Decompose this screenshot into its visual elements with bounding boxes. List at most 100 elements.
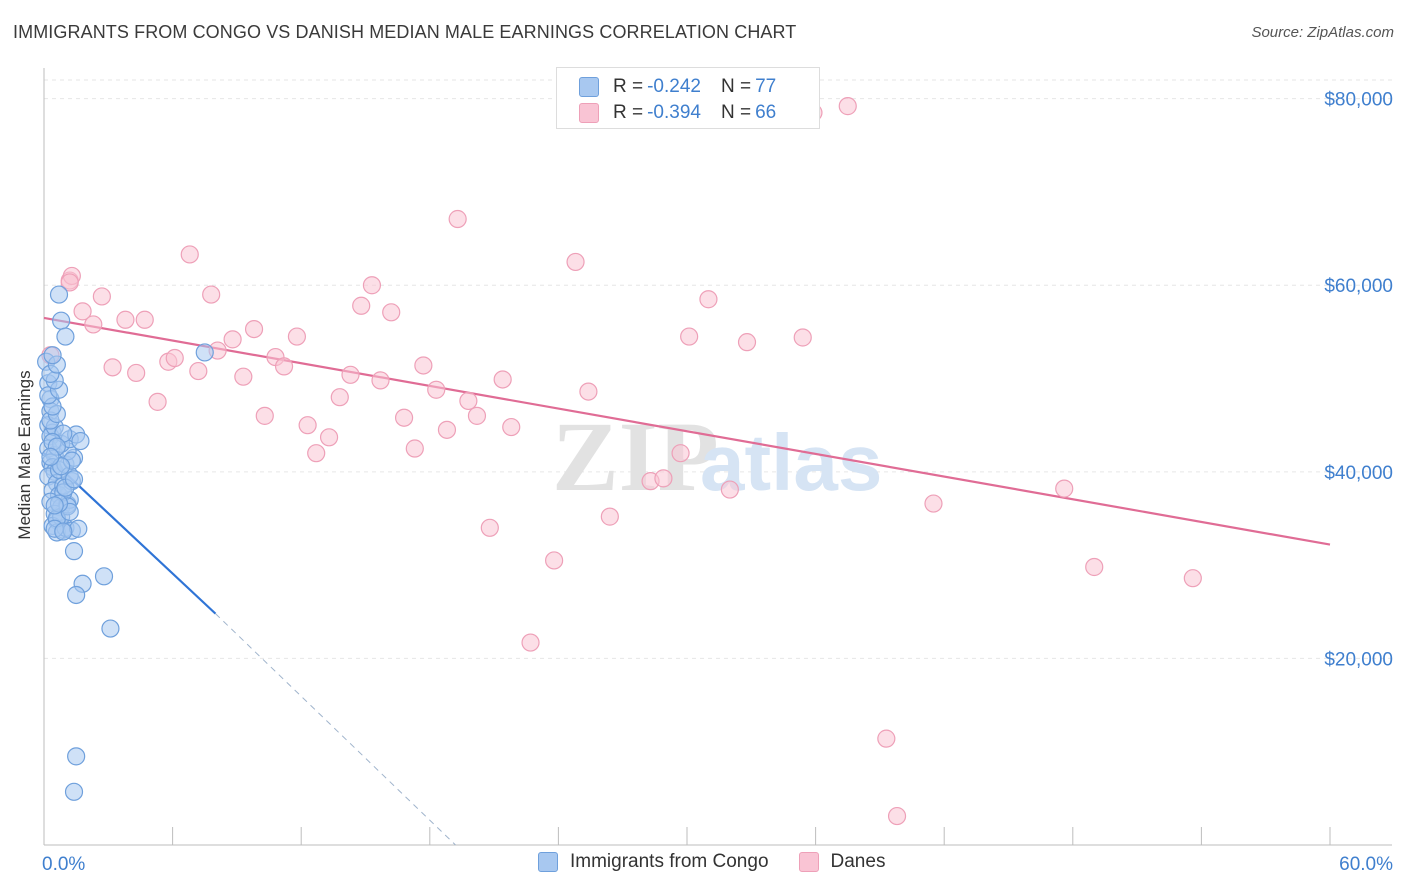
danes-point <box>127 363 146 383</box>
danes-point <box>680 327 699 346</box>
danes-trend-line <box>43 316 1331 546</box>
legend-row-danes: R = -0.394 N = 66 <box>579 101 776 125</box>
congo-point <box>67 747 86 766</box>
danes-point <box>600 507 619 526</box>
danes-point <box>1085 557 1104 577</box>
danes-point <box>437 420 457 439</box>
danes-point <box>165 348 184 368</box>
danes-point <box>362 276 382 295</box>
series-swatch-danes <box>798 852 819 872</box>
legend-swatch-danes <box>579 103 599 123</box>
trend-lines <box>43 316 1331 846</box>
congo-point <box>195 343 214 362</box>
danes-point <box>92 287 111 306</box>
danes-point <box>566 252 585 272</box>
axis-labels: Median Male Earnings $20,000 $40,000 $60,0… <box>15 90 1393 875</box>
watermark-zip: ZIP <box>552 401 719 512</box>
congo-point <box>64 542 84 561</box>
danes-point <box>924 494 943 513</box>
danes-point <box>793 328 812 347</box>
danes-point <box>352 296 371 315</box>
y-tick-label: $20,000 <box>1324 649 1393 670</box>
danes-point <box>244 319 264 339</box>
danes-point <box>877 729 896 748</box>
congo-point <box>56 327 75 346</box>
legend-n-value: 66 <box>755 102 777 123</box>
danes-point <box>274 357 294 376</box>
series-swatch-congo <box>538 852 558 872</box>
danes-point <box>319 428 339 447</box>
y-axis-label: Median Male Earnings <box>15 370 34 539</box>
legend-r-value: -0.394 <box>647 102 701 123</box>
y-tick-label: $40,000 <box>1324 463 1393 484</box>
danes-point <box>234 367 253 386</box>
congo-point <box>69 519 88 538</box>
legend-swatch-congo <box>579 77 599 97</box>
danes-point <box>427 380 446 399</box>
correlation-legend: R = -0.242 N = 77 R = -0.394 N = 66 <box>556 67 820 129</box>
danes-point <box>699 290 718 309</box>
congo-point <box>52 311 71 330</box>
danes-point <box>467 406 487 425</box>
danes-point <box>116 310 135 329</box>
congo-point <box>64 782 84 801</box>
x-tick-label-start: 0.0% <box>42 854 85 875</box>
danes-point <box>330 388 349 407</box>
congo-point <box>41 447 60 467</box>
data-points <box>37 97 1202 826</box>
danes-point <box>189 361 208 381</box>
legend-n-label: N = <box>720 76 752 97</box>
congo-point <box>45 496 64 515</box>
series-legend: Immigrants from Congo Danes <box>538 851 915 873</box>
danes-point <box>887 806 907 826</box>
legend-r-label: R = <box>613 76 644 97</box>
series-legend-congo[interactable]: Immigrants from Congo <box>538 851 769 873</box>
danes-point <box>223 330 242 349</box>
danes-point <box>202 285 221 304</box>
congo-point <box>67 585 86 605</box>
congo-point <box>94 567 114 586</box>
danes-point <box>371 371 390 390</box>
x-tick-label-end: 60.0% <box>1339 854 1393 875</box>
source-label: Source: ZipAtlas.com <box>1251 24 1394 41</box>
danes-point <box>545 551 564 570</box>
congo-trend-extension <box>215 613 456 846</box>
congo-point <box>49 285 69 304</box>
series-label-congo: Immigrants from Congo <box>570 851 769 872</box>
danes-point <box>255 406 274 425</box>
danes-point <box>720 480 739 499</box>
danes-point <box>287 327 307 346</box>
congo-point <box>101 619 120 638</box>
danes-point <box>341 365 360 384</box>
chart-title: IMMIGRANTS FROM CONGO VS DANISH MEDIAN M… <box>13 22 797 42</box>
danes-point <box>493 370 512 389</box>
congo-point <box>64 470 84 489</box>
series-label-danes: Danes <box>830 851 886 872</box>
danes-point <box>148 392 167 411</box>
danes-point <box>459 391 478 411</box>
danes-point <box>448 209 467 229</box>
danes-point <box>84 315 103 334</box>
congo-point <box>43 346 62 365</box>
danes-point <box>502 417 521 437</box>
danes-point <box>394 408 414 427</box>
congo-point <box>54 522 73 541</box>
legend-r-value: -0.242 <box>647 76 701 97</box>
danes-point <box>737 333 757 352</box>
danes-point <box>298 416 317 435</box>
legend-row-congo: R = -0.242 N = 77 <box>579 75 776 99</box>
series-legend-danes[interactable]: Danes <box>798 851 886 873</box>
danes-point <box>307 444 326 463</box>
legend-n-label: N = <box>720 102 752 123</box>
legend-n-value: 77 <box>755 76 777 97</box>
danes-point <box>103 358 122 377</box>
danes-point <box>60 273 79 292</box>
danes-point <box>521 633 540 652</box>
danes-point <box>180 245 199 264</box>
danes-point <box>1055 479 1074 498</box>
legend-r-label: R = <box>613 102 644 123</box>
danes-point <box>135 310 154 329</box>
danes-point <box>414 356 433 375</box>
danes-point <box>579 382 598 401</box>
